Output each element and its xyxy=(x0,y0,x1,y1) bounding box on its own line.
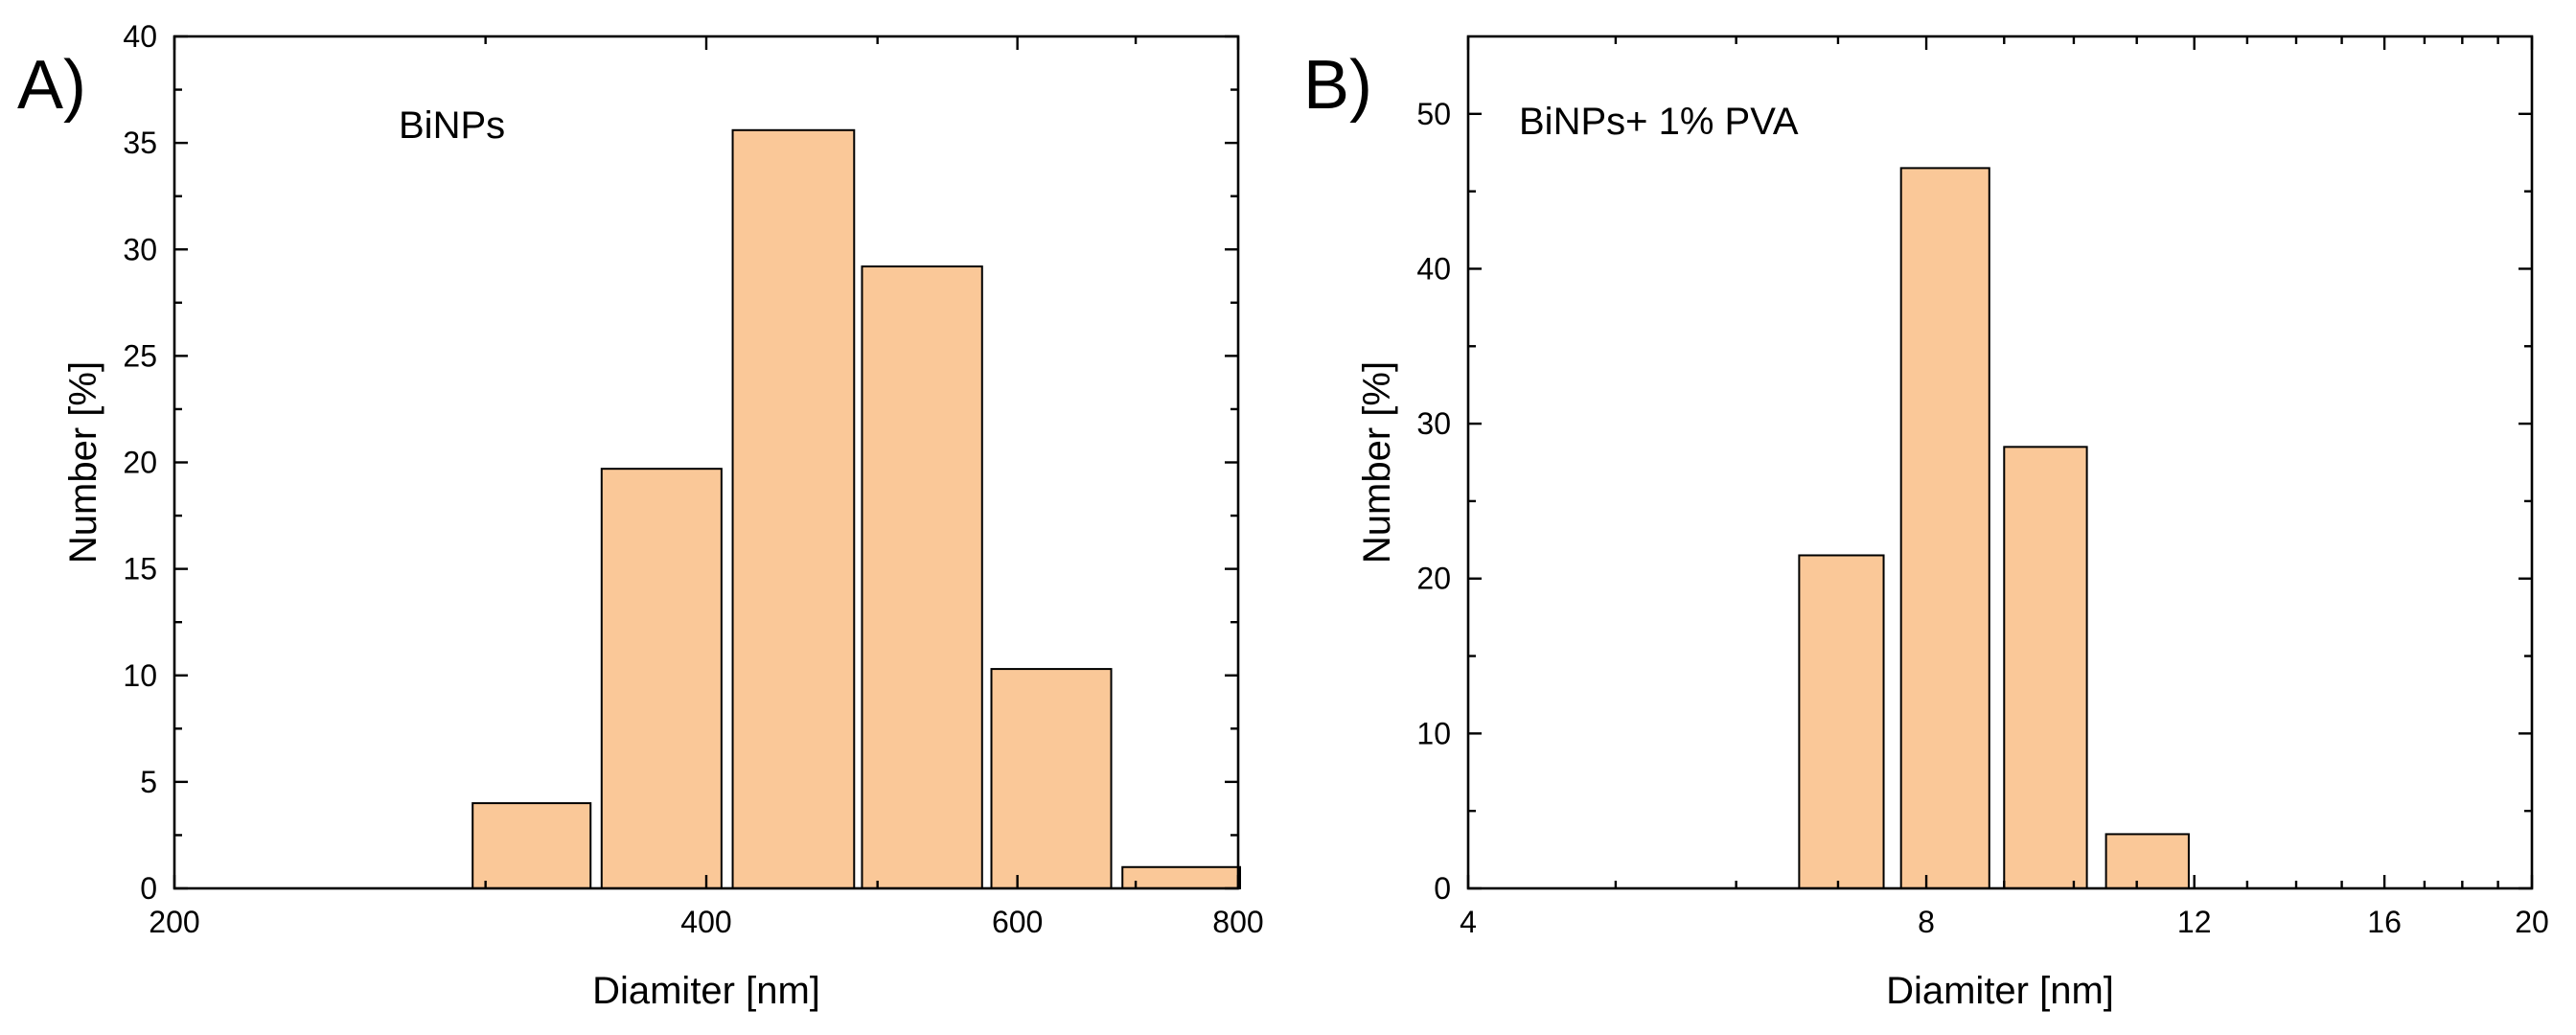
y-tick-label: 30 xyxy=(123,232,157,266)
panel-label: B) xyxy=(1303,47,1372,124)
panel-label: A) xyxy=(17,47,86,124)
y-tick-label: 20 xyxy=(123,446,157,480)
histogram-bar xyxy=(2003,446,2088,889)
y-axis-title: Number [%] xyxy=(1356,361,1398,564)
x-axis-title: Diamiter [nm] xyxy=(1886,970,2114,1012)
y-tick-label: 25 xyxy=(123,338,157,373)
histogram-bar xyxy=(1121,865,1241,890)
x-tick-label: 600 xyxy=(992,905,1043,939)
histogram-bar xyxy=(472,802,592,889)
x-tick-label: 400 xyxy=(680,905,731,939)
x-tick-label: 20 xyxy=(2515,905,2549,939)
x-tick-label: 200 xyxy=(149,905,199,939)
histogram-bar xyxy=(861,265,983,889)
sample-annotation: BiNPs xyxy=(399,104,505,147)
y-tick-label: 0 xyxy=(140,871,157,906)
panel-a: 0 5 10 15 20 25 30 35 40 200 400 600 800 Diamiter [nm… xyxy=(17,19,1264,1012)
y-tick-label: 20 xyxy=(1416,562,1451,596)
plot-frame xyxy=(1466,34,2534,890)
sample-annotation: BiNPs+ 1% PVA xyxy=(1519,101,1799,143)
y-tick-label: 40 xyxy=(1416,251,1451,286)
y-tick-label: 30 xyxy=(1416,406,1451,441)
histogram-bar xyxy=(1798,554,1885,889)
x-tick-label: 800 xyxy=(1212,905,1263,939)
y-tick-label: 5 xyxy=(140,765,157,799)
panel-b: 0 10 20 30 40 50 4 8 12 16 20 Diamiter [nm] Number [… xyxy=(1303,34,2549,1012)
y-tick-label: 35 xyxy=(123,126,157,160)
y-tick-label: 0 xyxy=(1434,871,1451,906)
x-tick-label: 8 xyxy=(1918,905,1935,939)
y-tick-label: 15 xyxy=(123,552,157,586)
histogram-bar xyxy=(2104,833,2190,889)
x-tick-label: 4 xyxy=(1460,905,1477,939)
y-axis-title: Number [%] xyxy=(62,361,104,564)
histogram-bar xyxy=(1899,167,1990,889)
histogram-bar xyxy=(990,668,1113,890)
x-tick-label: 16 xyxy=(2367,905,2402,939)
y-tick-label: 50 xyxy=(1416,97,1451,131)
histogram-bar xyxy=(600,468,723,889)
y-tick-label: 10 xyxy=(123,658,157,693)
histogram-bar xyxy=(731,128,856,890)
y-tick-label: 10 xyxy=(1416,716,1451,750)
x-tick-label: 12 xyxy=(2177,905,2212,939)
y-tick-label: 40 xyxy=(123,19,157,54)
x-axis-title: Diamiter [nm] xyxy=(592,970,820,1012)
